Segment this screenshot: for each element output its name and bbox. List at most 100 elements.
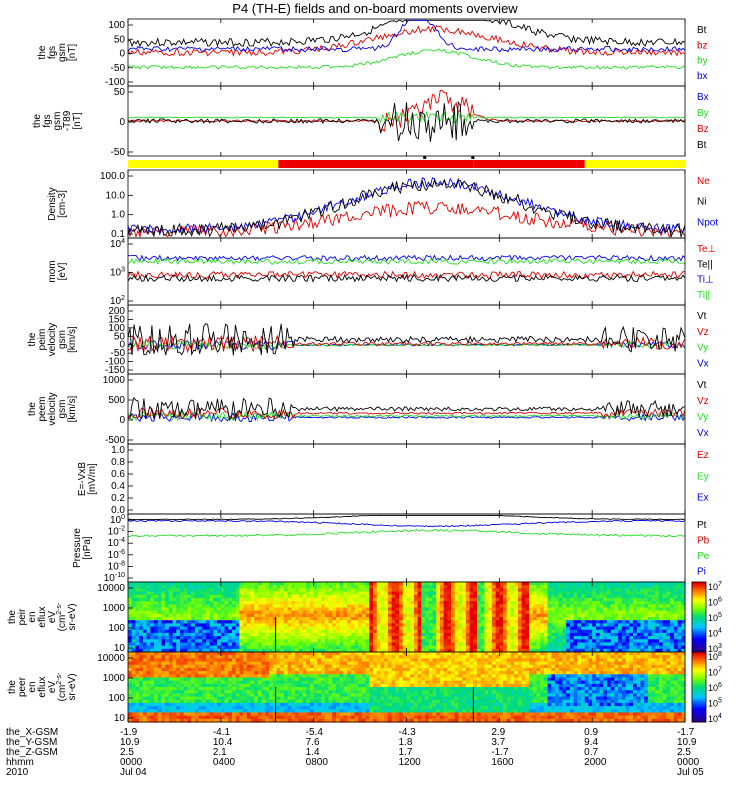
spectrogram-cell <box>421 642 426 647</box>
spectrogram-cell <box>335 680 341 685</box>
spectrogram-cell <box>269 693 274 698</box>
spectrogram-cell <box>599 607 604 612</box>
spectrogram-cell <box>217 687 222 691</box>
spectrogram-cell <box>339 597 344 602</box>
spectrogram-cell <box>228 671 233 675</box>
spectrogram-cell <box>428 601 434 605</box>
spectrogram-cell <box>473 632 478 637</box>
spectrogram-cell <box>484 610 489 615</box>
spectrogram-cell <box>287 706 292 710</box>
spectrogram-cell <box>328 617 333 621</box>
legend-entry: Ez <box>697 450 709 461</box>
spectrogram-cell <box>324 601 330 605</box>
spectrogram-cell <box>161 687 166 691</box>
spectrogram-cell <box>146 664 151 669</box>
spectrogram-cell <box>313 626 318 631</box>
spectrogram-cell <box>213 645 218 650</box>
spectrogram-cell <box>499 648 504 653</box>
spectrogram-cell <box>443 601 448 605</box>
spectrogram-cell <box>176 715 181 720</box>
spectrogram-cell <box>298 677 304 682</box>
spectrogram-cell <box>254 699 259 704</box>
spectrogram-cell <box>198 642 203 647</box>
series-line <box>127 273 686 283</box>
spectrogram-cell <box>443 636 448 640</box>
spectrogram-cell <box>358 648 363 653</box>
spectrogram-cell <box>347 582 352 586</box>
spectrogram-cell <box>469 620 474 624</box>
spectrogram-cell <box>465 594 471 599</box>
spectrogram-cell <box>495 626 500 631</box>
spectrogram-cell <box>324 699 330 704</box>
spectrogram-cell <box>187 629 192 634</box>
spectrogram-cell <box>224 632 229 637</box>
spectrogram-cell <box>462 588 467 593</box>
spectrogram-cell <box>592 588 597 593</box>
spectrogram-cell <box>328 648 333 653</box>
spectrogram-cell <box>369 588 374 593</box>
spectrogram-cell <box>480 591 486 596</box>
spectrogram-cell <box>161 604 166 609</box>
spectrogram-cell <box>198 690 203 694</box>
spectrogram-cell <box>595 588 601 593</box>
spectrogram-cell <box>176 702 181 707</box>
spectrogram-cell <box>161 706 166 710</box>
spectrogram-cell <box>194 594 200 599</box>
spectrogram-cell <box>165 642 170 647</box>
spectrogram-cell <box>514 645 519 650</box>
spectrogram-cell <box>209 623 215 628</box>
spectrogram-cell <box>239 629 244 634</box>
spectrogram-cell <box>547 604 552 609</box>
spectrogram-cell <box>328 645 333 650</box>
spectrogram-cell <box>521 601 526 605</box>
spectrogram-cell <box>662 601 668 605</box>
spectrogram-cell <box>324 648 330 653</box>
spectrogram-cell <box>514 607 519 612</box>
spectrogram-cell <box>261 636 266 640</box>
spectrogram-cell <box>644 607 649 612</box>
spectrogram-cell <box>128 585 133 589</box>
spectrogram-cell <box>506 642 512 647</box>
spectrogram-cell <box>636 636 642 640</box>
spectrogram-cell <box>191 632 196 637</box>
spectrogram-cell <box>451 626 456 631</box>
spectrogram-cell <box>451 642 456 647</box>
spectrogram-cell <box>469 588 474 593</box>
spectrogram-cell <box>555 620 560 624</box>
spectrogram-cell <box>165 645 170 650</box>
spectrogram-cell <box>480 636 486 640</box>
spectrogram-cell <box>662 629 668 634</box>
spectrogram-cell <box>298 610 304 615</box>
spectrogram-cell <box>150 597 155 602</box>
spectrogram-cell <box>131 617 137 621</box>
spectrogram-cell <box>618 648 623 653</box>
spectrogram-cell <box>287 591 292 596</box>
spectrogram-cell <box>139 591 144 596</box>
spectrogram-cell <box>599 632 604 637</box>
spectrogram-cell <box>536 597 541 602</box>
spectrogram-cell <box>239 699 244 704</box>
spectrogram-cell <box>150 623 155 628</box>
spectrogram-cell <box>510 601 515 605</box>
y-axis-label: [nPa] <box>82 536 93 560</box>
spectrogram-cell <box>161 585 166 589</box>
spectrogram-cell <box>506 601 512 605</box>
spectrogram-cell <box>276 680 281 685</box>
spectrogram-cell <box>629 639 634 644</box>
spectrogram-cell <box>655 639 660 644</box>
spectrogram-cell <box>387 626 393 631</box>
spectrogram-cell <box>343 667 348 672</box>
spectrogram-cell <box>655 642 660 647</box>
spectrogram-cell <box>265 604 270 609</box>
spectrogram-cell <box>458 610 463 615</box>
spectrogram-cell <box>618 620 623 624</box>
spectrogram-cell <box>250 629 255 634</box>
spectrogram-cell <box>595 639 601 644</box>
spectrogram-cell <box>581 588 586 593</box>
spectrogram-cell <box>224 687 229 691</box>
spectrogram-cell <box>514 588 519 593</box>
spectrogram-cell <box>220 677 226 682</box>
spectrogram-cell <box>287 667 292 672</box>
spectrogram-cell <box>246 661 252 666</box>
status-bar-marker <box>471 156 475 159</box>
